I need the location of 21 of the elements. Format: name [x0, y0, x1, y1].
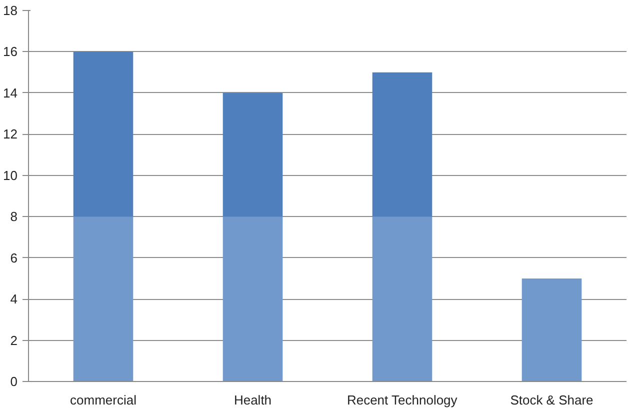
y-tick-label: 12: [3, 126, 18, 142]
x-tick-label: Recent Technology: [346, 392, 458, 408]
bar: [73, 52, 134, 217]
x-tick-label: Stock & Share: [510, 392, 594, 408]
y-tick-label: 8: [10, 209, 18, 224]
y-tick-label: 4: [10, 292, 18, 307]
bar: [73, 216, 134, 382]
y-tick-label: 6: [10, 250, 18, 266]
y-tick-label: 14: [3, 85, 18, 100]
bar: [372, 72, 432, 217]
y-tick-label: 0: [10, 374, 18, 389]
bar: [372, 216, 432, 382]
x-tick-label: commercial: [70, 392, 137, 408]
y-tick-label: 2: [10, 332, 18, 348]
y-tick-label: 16: [3, 44, 18, 60]
bar: [522, 278, 582, 382]
bar: [222, 216, 283, 382]
y-tick-label: 18: [3, 3, 18, 18]
bar: [222, 92, 283, 217]
x-tick-label: Health: [234, 392, 272, 408]
y-tick-label: 10: [3, 168, 18, 183]
